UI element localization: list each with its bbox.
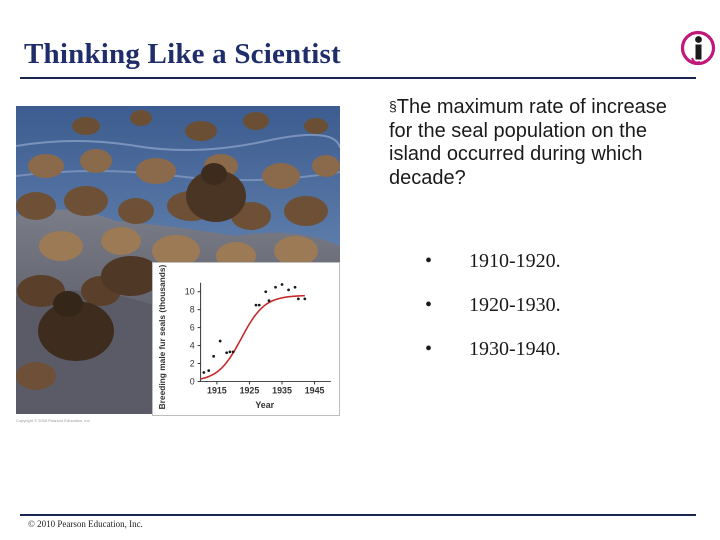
photo-copyright: Copyright © 2005 Pearson Education, Inc. [16,418,91,423]
data-point [293,285,297,289]
y-tick-label: 6 [190,323,195,333]
answer-option[interactable]: • 1930-1940. [425,336,561,380]
question-marker: § [389,98,397,114]
data-point [267,299,271,303]
footer-copyright: © 2010 Pearson Education, Inc. [28,519,143,529]
x-tick-label: 1915 [207,385,227,395]
option-label: 1910-1920. [469,250,561,272]
data-point [218,339,222,343]
answer-option[interactable]: • 1910-1920. [425,248,561,292]
chart-x-axis-label: Year [255,400,274,410]
option-label: 1930-1940. [469,338,561,360]
chart-y-axis-label: Breeding male fur seals (thousands) [157,264,167,409]
seal-population-chart: 0 2 4 6 8 10 1915 1925 1935 1945 Breeding male fu… [152,262,340,416]
answer-option[interactable]: • 1920-1930. [425,292,561,336]
data-point [296,297,300,301]
data-point [257,303,261,307]
option-label: 1920-1930. [469,294,561,316]
y-tick-label: 4 [190,341,195,351]
option-bullet: • [425,250,433,272]
y-tick-label: 2 [190,358,195,368]
y-tick-label: 0 [190,376,195,386]
slide-title: Thinking Like a Scientist [24,38,341,70]
x-tick-label: 1935 [272,385,292,395]
data-point [202,371,206,374]
chart-points [202,283,307,374]
answer-options: • 1910-1920. • 1920-1930. • 1930-1940. [425,248,561,380]
question-body: The maximum rate of increase for the sea… [389,96,667,189]
data-point [254,303,258,307]
chart-axes [200,282,331,382]
data-point [264,290,268,294]
y-tick-label: 10 [185,287,195,297]
data-point [228,350,232,354]
header-rule [20,77,696,79]
option-bullet: • [425,294,433,316]
data-point [212,354,216,358]
data-point [303,297,307,301]
data-point [274,285,277,289]
y-tick-label: 8 [190,305,195,315]
logistic-fit-curve [200,294,305,380]
data-point [231,350,235,354]
info-i-logo-icon [680,30,716,66]
x-tick-label: 1945 [305,385,325,395]
data-point [287,288,290,292]
option-bullet: • [425,338,433,360]
data-point [207,369,211,373]
question-text: §The maximum rate of increase for the se… [389,95,689,190]
data-point [225,351,229,355]
footer-rule [20,514,696,516]
data-point [280,283,284,286]
chart-ticks: 0 2 4 6 8 10 1915 1925 1935 1945 [185,287,325,396]
chart-curve [200,294,305,380]
x-tick-label: 1925 [240,385,260,395]
